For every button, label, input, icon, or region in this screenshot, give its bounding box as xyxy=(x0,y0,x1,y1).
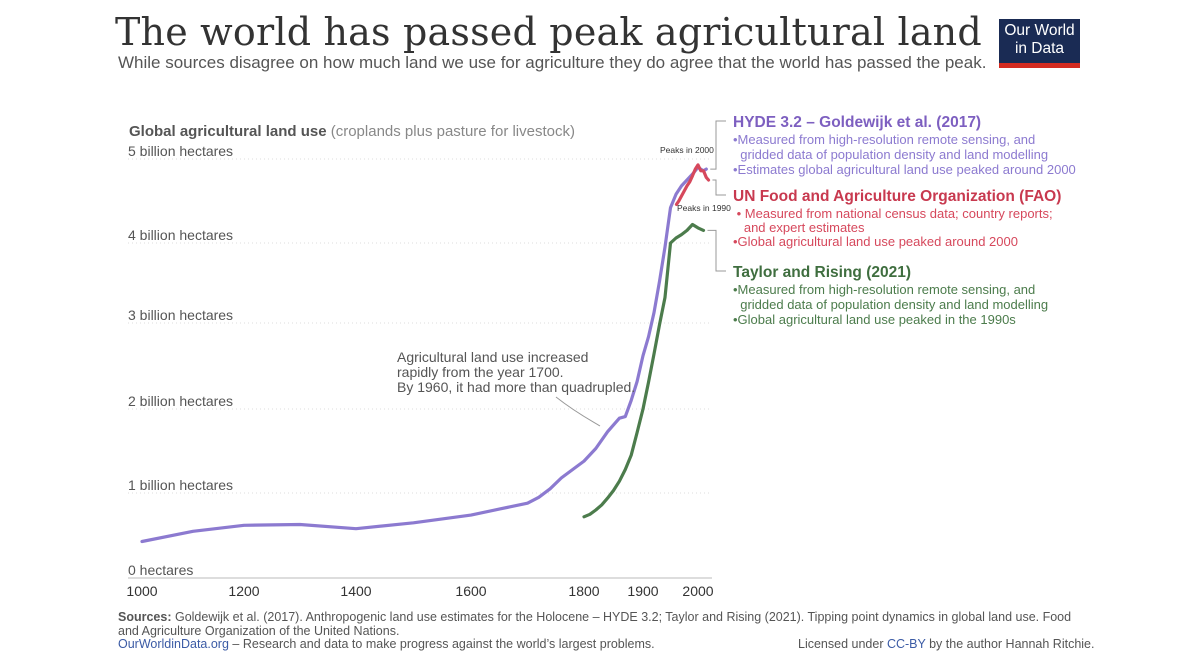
note-pointer xyxy=(555,396,601,427)
taylor-connector xyxy=(707,229,726,272)
fao-line xyxy=(674,163,711,206)
y-tick-label-3: 3 billion hectares xyxy=(128,307,233,323)
legend-line-taylor-0: •Measured from high-resolution remote se… xyxy=(733,282,1035,297)
logo-line-2: in Data xyxy=(1014,40,1065,57)
grid-lines xyxy=(128,158,712,579)
legend-line-taylor-1: gridded data of population density and l… xyxy=(733,297,1048,312)
legend-line-fao-0: • Measured from national census data; co… xyxy=(733,206,1053,221)
y-tick-label-5: 5 billion hectares xyxy=(128,143,233,159)
legend-line-hyde-2: •Estimates global agricultural land use … xyxy=(733,162,1076,177)
owid-link[interactable]: OurWorldinData.org xyxy=(118,637,229,651)
sources-label: Sources: xyxy=(118,610,172,624)
owid-tagline-text: – Research and data to make progress aga… xyxy=(228,637,655,651)
legend-connectors xyxy=(707,120,726,272)
x-tick-label-1600: 1600 xyxy=(455,583,486,599)
annotations: Peaks in 2000 Peaks in 1990 Agricultural l… xyxy=(397,145,731,427)
legend-title-taylor: Taylor and Rising (2021) xyxy=(733,264,911,281)
y-axis-label: Global agricultural land use (croplands … xyxy=(129,123,575,140)
legend: HYDE 3.2 – Goldewijk et al. (2017)•Measu… xyxy=(733,114,1076,327)
legend-title-hyde: HYDE 3.2 – Goldewijk et al. (2017) xyxy=(733,114,981,131)
x-tick-label-1200: 1200 xyxy=(228,583,259,599)
legend-line-hyde-0: •Measured from high-resolution remote se… xyxy=(733,132,1035,147)
y-axis-label-light: (croplands plus pasture for livestock) xyxy=(330,123,575,140)
legend-line-fao-2: •Global agricultural land use peaked aro… xyxy=(733,234,1018,249)
owid-tagline: OurWorldinData.org – Research and data t… xyxy=(118,637,655,651)
cc-by-link[interactable]: CC-BY xyxy=(886,637,926,651)
x-tick-label-1000: 1000 xyxy=(126,583,157,599)
hyde-line xyxy=(140,165,708,544)
owid-logo[interactable]: Our World in Data xyxy=(999,19,1080,68)
license-prefix: Licensed under xyxy=(798,637,887,651)
x-tick-labels: 1000 1200 1400 1600 1800 1900 2000 xyxy=(126,583,713,599)
note-line-1: Agricultural land use increased xyxy=(397,349,588,365)
hyde-connector xyxy=(710,120,726,170)
x-tick-label-1800: 1800 xyxy=(568,583,599,599)
note-line-3: By 1960, it had more than quadrupled. xyxy=(397,379,635,395)
y-tick-labels: 0 hectares 1 billion hectares 2 billion he… xyxy=(128,143,233,578)
y-axis-label-bold: Global agricultural land use xyxy=(129,123,327,140)
peak-label-hyde: Peaks in 2000 xyxy=(660,145,714,155)
chart-subtitle: While sources disagree on how much land … xyxy=(118,53,987,72)
sources-note: Sources: Goldewijk et al. (2017). Anthro… xyxy=(118,610,1078,638)
x-tick-label-1400: 1400 xyxy=(340,583,371,599)
y-tick-label-1: 1 billion hectares xyxy=(128,477,233,493)
chart-title: The world has passed peak agricultural l… xyxy=(115,10,982,54)
legend-line-fao-1: and expert estimates xyxy=(733,220,865,235)
fao-connector xyxy=(712,179,726,196)
legend-line-taylor-2: •Global agricultural land use peaked in … xyxy=(733,312,1016,327)
legend-line-hyde-1: gridded data of population density and l… xyxy=(733,147,1048,162)
note-line-2: rapidly from the year 1700. xyxy=(397,364,564,380)
y-tick-label-0: 0 hectares xyxy=(128,562,193,578)
sources-text: Goldewijk et al. (2017). Anthropogenic l… xyxy=(118,610,1072,638)
x-tick-label-1900: 1900 xyxy=(627,583,658,599)
series-lines xyxy=(140,163,711,544)
y-tick-label-2: 2 billion hectares xyxy=(128,393,233,409)
license-note: Licensed under CC-BY by the author Hanna… xyxy=(798,637,1094,651)
x-tick-label-2000: 2000 xyxy=(682,583,713,599)
taylor-line xyxy=(582,222,706,519)
license-suffix: by the author Hannah Ritchie. xyxy=(925,637,1095,651)
y-tick-label-4: 4 billion hectares xyxy=(128,227,233,243)
peak-label-taylor: Peaks in 1990 xyxy=(677,203,731,213)
legend-title-fao: UN Food and Agriculture Organization (FA… xyxy=(733,188,1061,205)
logo-line-1: Our World xyxy=(1004,22,1075,39)
